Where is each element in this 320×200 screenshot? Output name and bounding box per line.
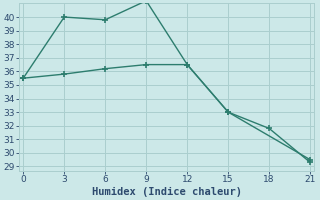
X-axis label: Humidex (Indice chaleur): Humidex (Indice chaleur) [92,186,242,197]
